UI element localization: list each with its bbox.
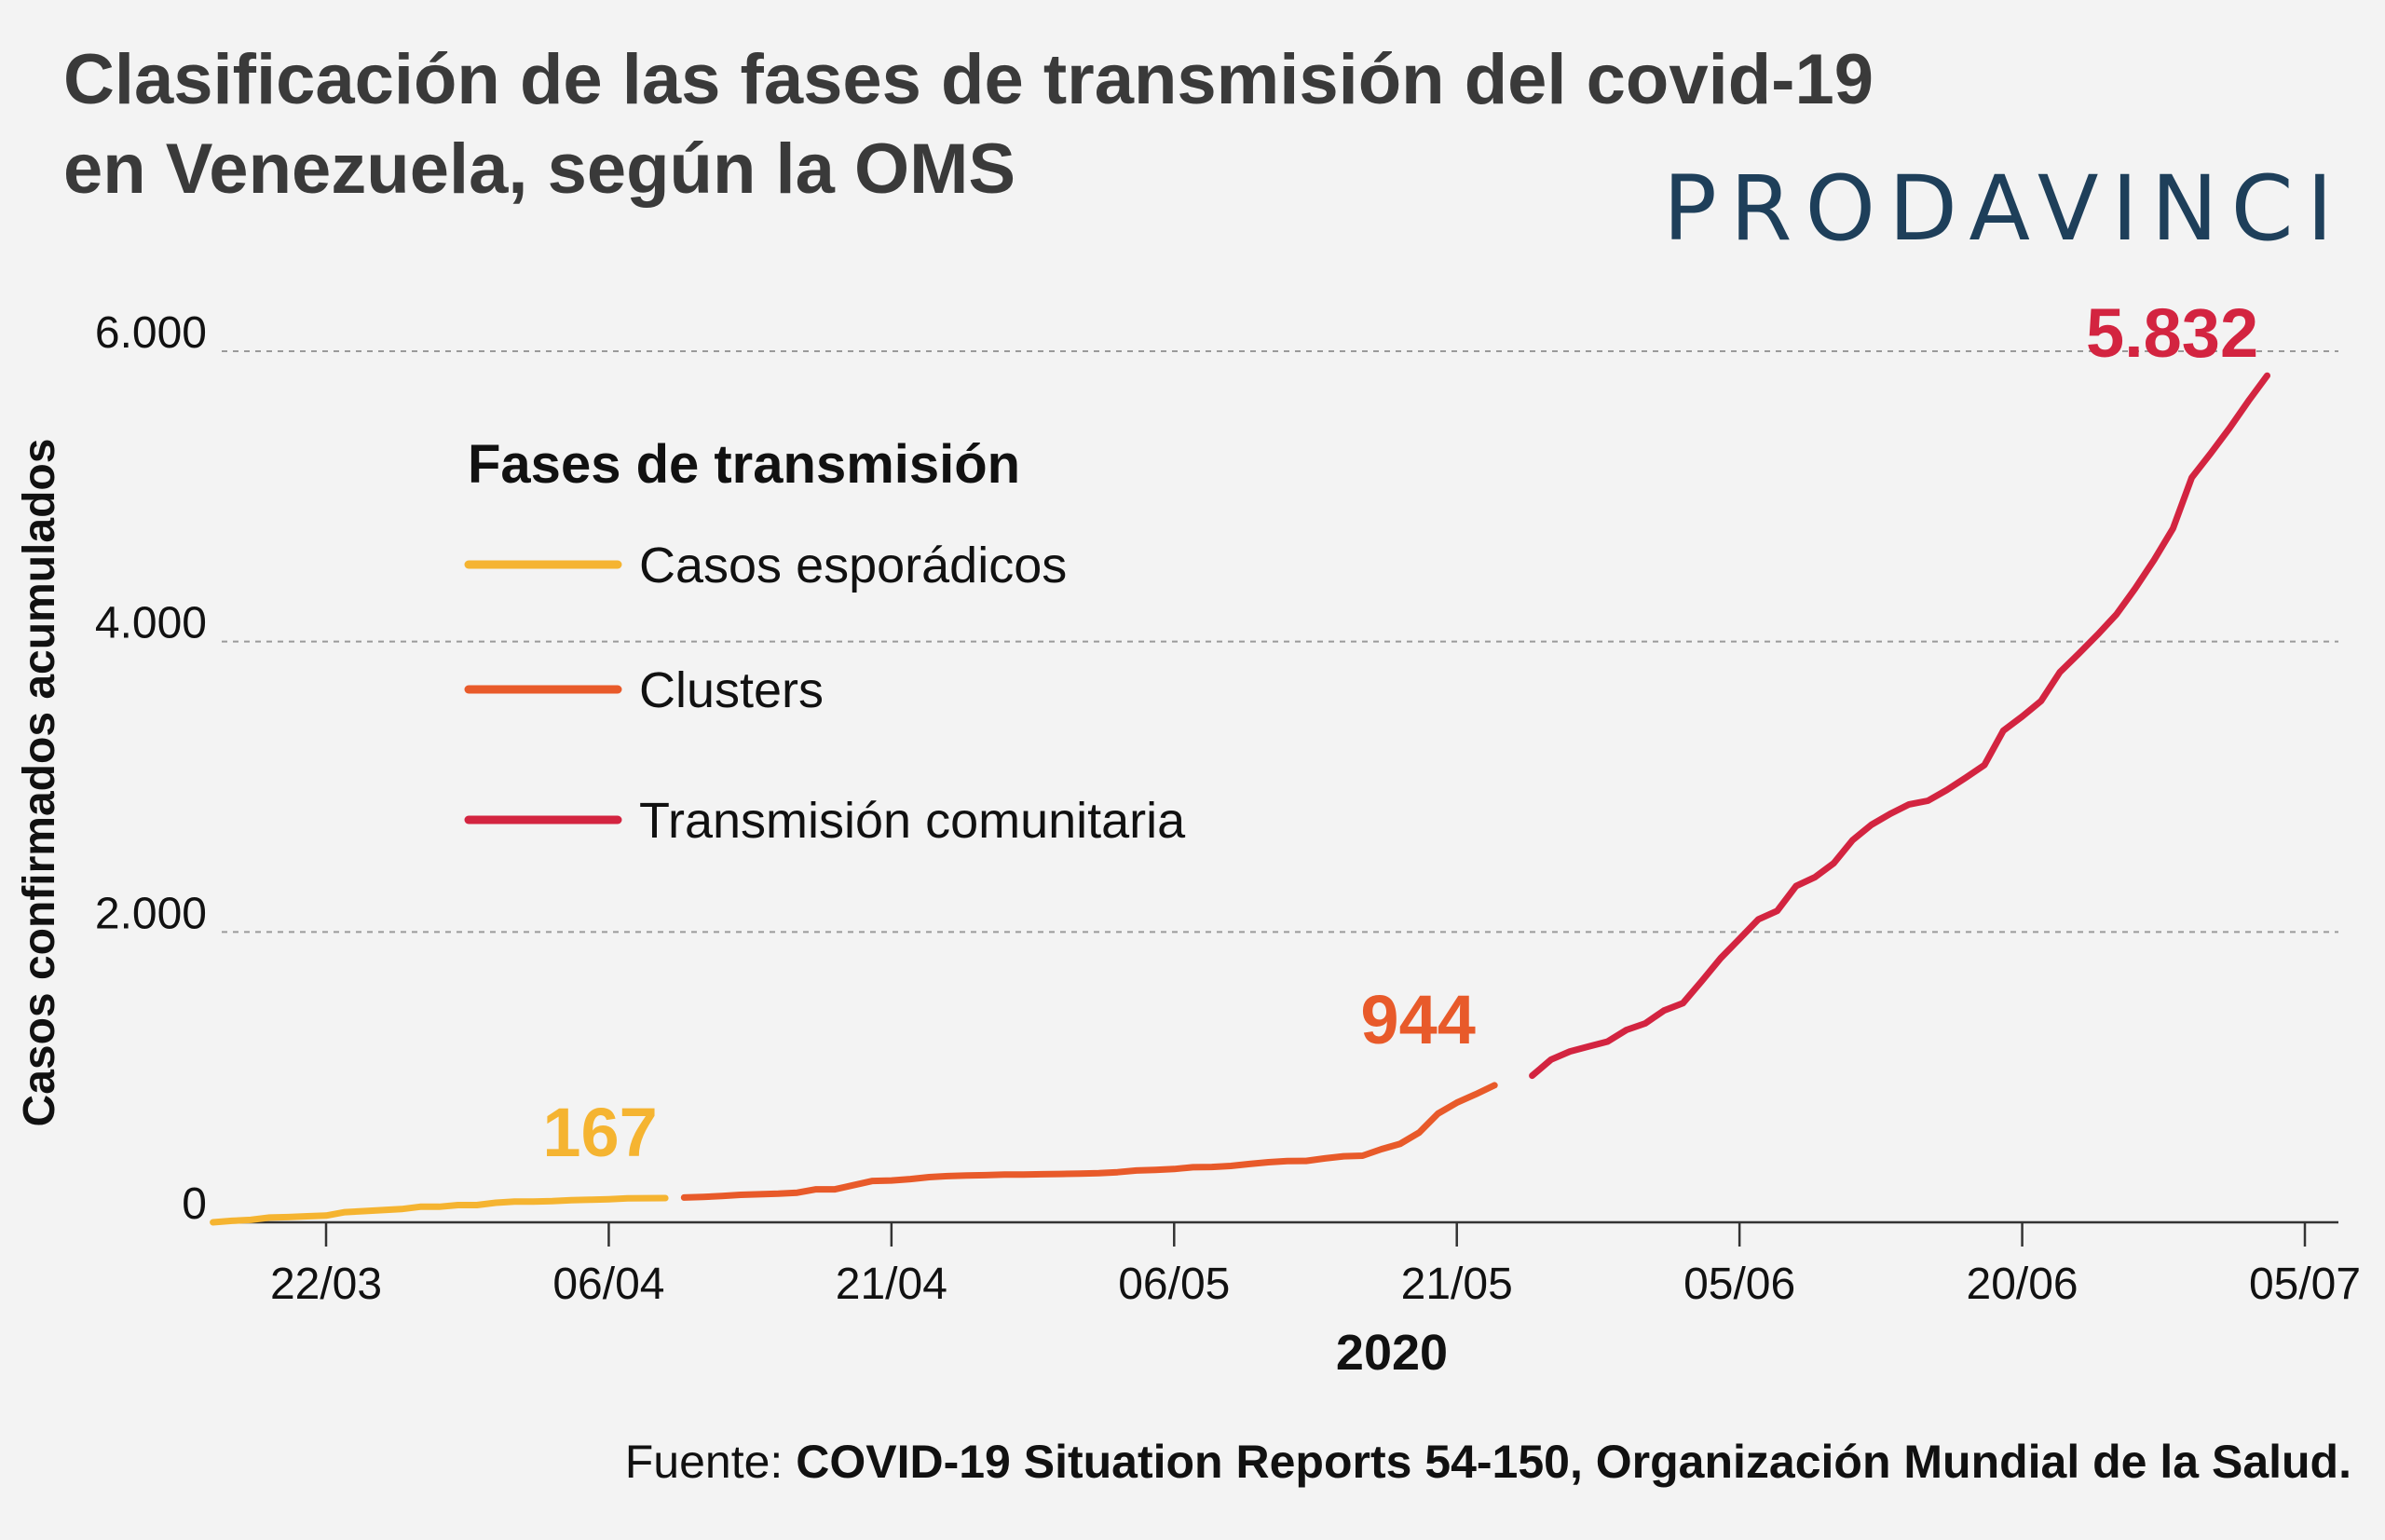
source-prefix: Fuente: [624,1436,797,1488]
legend-title: Fases de transmisión [468,434,1020,495]
x-tick-label-7: 05/07 [2249,1260,2361,1309]
x-tick-label-4: 21/05 [1401,1260,1513,1309]
chart-title-line-2: en Venezuela, según la OMS [63,129,1016,209]
y-tick-label-1: 2.000 [95,889,207,938]
legend: Fases de transmisión Casos esporádicos Cl… [464,434,1186,849]
x-tick-label-5: 05/06 [1683,1260,1795,1309]
chart-title: Clasificación de las fases de transmisió… [63,35,1874,214]
series-line-community [1529,372,2270,1080]
legend-label-sporadic: Casos esporádicos [639,538,1067,593]
y-tick-label-3: 6.000 [95,308,207,358]
source-note: Fuente: COVID-19 Situation Reports 54-15… [625,1435,2351,1489]
x-axis: 22/03 06/04 21/04 06/05 21/05 05/06 20/06 05/07 [222,1220,2361,1309]
x-tick-label-2: 21/04 [836,1260,947,1309]
y-axis-ticks: 0 2.000 4.000 6.000 [95,308,207,1229]
chart-title-line-1: Clasificación de las fases de transmisió… [63,40,1874,119]
series-end-labels: 167 944 5.832 [542,294,2258,1171]
x-tick-label-6: 20/06 [1967,1260,2078,1309]
series-line-clusters [680,1082,1498,1201]
end-label-clusters: 944 [1360,981,1475,1058]
end-label-sporadic: 167 [542,1094,657,1171]
series-lines [210,372,2270,1226]
x-axis-title: 2020 [1336,1325,1448,1381]
source-text: COVID-19 Situation Reports 54-150, Organ… [796,1436,2351,1488]
x-tick-label-3: 06/05 [1118,1260,1230,1309]
prodavinci-logo: PRODAVINCI [1662,157,2346,261]
legend-label-community: Transmisión comunitaria [639,793,1186,849]
y-tick-label-0: 0 [182,1179,207,1229]
y-axis-title: Casos confirmados acumulados [15,439,64,1127]
x-tick-label-1: 06/04 [552,1260,664,1309]
end-label-community: 5.832 [2086,294,2258,372]
y-tick-label-2: 4.000 [95,599,207,648]
x-tick-label-0: 22/03 [270,1260,382,1309]
legend-label-clusters: Clusters [639,662,824,718]
series-line-sporadic [210,1194,669,1226]
